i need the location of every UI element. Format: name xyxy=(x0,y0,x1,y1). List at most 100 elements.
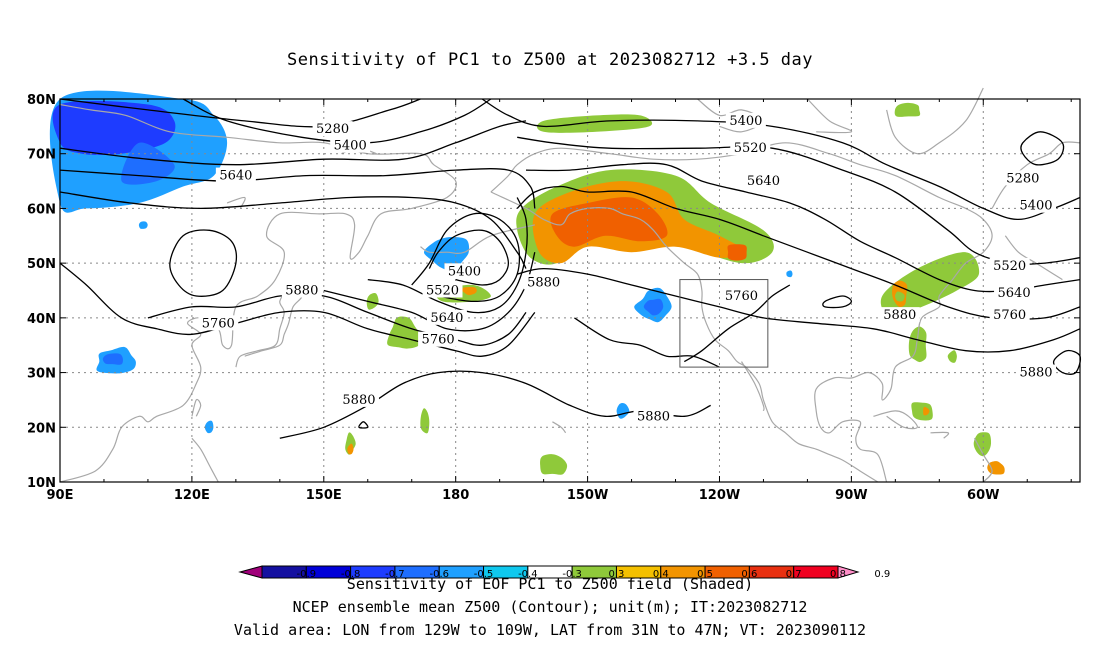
lat-label: 40N xyxy=(27,312,56,327)
contour-label-bg xyxy=(418,331,459,347)
lon-label: 120W xyxy=(699,488,740,503)
contour-label-bg xyxy=(730,140,771,156)
lon-label: 90W xyxy=(835,488,867,503)
shade-area xyxy=(911,402,933,421)
contour-label-bg xyxy=(1002,170,1043,186)
contour-label: 5640 xyxy=(219,169,252,184)
sensitivity-shading xyxy=(49,90,1005,475)
colorbar: -0.9 -0.8 -0.7 -0.6 -0.5 -0.4 -0.3 0.3 0.4 0.5 0.6… xyxy=(238,565,890,580)
contour-line xyxy=(481,98,1081,221)
coastline xyxy=(873,410,918,430)
shade-area xyxy=(121,142,175,185)
colorbar-label: 0.6 xyxy=(741,569,757,580)
coastline xyxy=(235,289,303,368)
colorbar-label: 0.7 xyxy=(786,569,802,580)
contour-label: 5280 xyxy=(316,122,349,137)
colorbar-label: 0.4 xyxy=(653,569,669,580)
shade-area xyxy=(973,432,992,457)
contour-label-bg xyxy=(994,285,1035,301)
contour-label: 5640 xyxy=(998,286,1031,301)
contour-label-bg xyxy=(426,309,467,325)
lon-labels: 90E 120E 150E 180 150W 120W 90W 60W xyxy=(47,488,1000,503)
contour-line xyxy=(59,191,527,269)
lat-label: 80N xyxy=(27,93,56,108)
contour-label-bg xyxy=(338,391,379,407)
contour-labels: 5280 5400 5640 5400 5520 5640 5280 5400 5400 5520… xyxy=(198,112,1057,424)
colorbar-label: 0.9 xyxy=(874,569,890,580)
coastline xyxy=(490,142,993,483)
contour-label-bg xyxy=(1016,197,1057,213)
colorbar-label: -0.7 xyxy=(385,569,405,580)
contour-label-bg xyxy=(312,121,353,137)
contour-label-bg xyxy=(721,287,762,303)
contour-label: 5640 xyxy=(430,311,463,326)
contour-label-bg xyxy=(281,282,322,298)
coastline xyxy=(973,437,993,483)
contour-label: 5760 xyxy=(202,316,235,331)
contour-line xyxy=(516,185,1081,320)
contour-label: 5760 xyxy=(993,308,1026,323)
map-frame xyxy=(59,98,1081,483)
contour-label: 5520 xyxy=(993,259,1026,274)
contour-label-bg xyxy=(330,137,371,153)
coastline xyxy=(806,98,853,134)
colorbar-label: -0.9 xyxy=(297,569,317,580)
contour-label: 5880 xyxy=(637,409,670,424)
contour-label-bg xyxy=(879,307,920,323)
contour-label-bg xyxy=(444,263,485,279)
caption-line-3: Valid area: LON from 129W to 109W, LAT f… xyxy=(233,621,867,639)
coastline xyxy=(420,224,535,254)
contour-line xyxy=(1052,349,1082,375)
contour-line xyxy=(428,229,510,286)
shade-area xyxy=(102,353,123,365)
lon-label: 150E xyxy=(306,488,342,503)
colorbar-right-arrow xyxy=(837,565,860,579)
contour-label-bg xyxy=(743,173,784,189)
shade-area xyxy=(895,291,905,302)
shade-area xyxy=(537,114,653,133)
contour-label: 5400 xyxy=(729,114,762,129)
axis-ticks xyxy=(59,98,1080,483)
lat-labels: 80N 70N 60N 50N 40N 30N 20N 10N xyxy=(27,93,56,491)
coastline xyxy=(930,431,950,439)
coastline xyxy=(552,421,567,434)
contour-label: 5880 xyxy=(1019,366,1052,381)
contour-line xyxy=(59,262,536,357)
coastline xyxy=(226,196,246,209)
coastline xyxy=(490,191,879,483)
contour-label: 5760 xyxy=(725,289,758,304)
contour-label-bg xyxy=(725,112,766,128)
colorbar-label: 0.3 xyxy=(609,569,625,580)
contour-label: 5400 xyxy=(1019,199,1052,214)
contour-line xyxy=(574,317,720,368)
contour-line xyxy=(411,212,521,303)
colorbar-label: -0.4 xyxy=(518,569,538,580)
contour-label: 5880 xyxy=(342,393,375,408)
lon-label: 120E xyxy=(174,488,210,503)
contour-label: 5880 xyxy=(285,284,318,299)
shade-area xyxy=(894,102,921,117)
contour-label-bg xyxy=(633,408,674,424)
caption-line-2: NCEP ensemble mean Z500 (Contour); unit(… xyxy=(292,598,808,616)
contour-label-bg xyxy=(215,167,256,183)
colorbar-label: 0.5 xyxy=(697,569,713,580)
coastline xyxy=(191,398,202,417)
contour-line xyxy=(59,98,421,128)
shade-area xyxy=(138,221,148,229)
lat-label: 70N xyxy=(27,148,56,163)
colorbar-label: -0.8 xyxy=(341,569,361,580)
shade-area xyxy=(908,326,927,363)
z500-contours xyxy=(59,98,1082,439)
coastline xyxy=(191,437,219,483)
contour-label: 5280 xyxy=(1006,171,1039,186)
contour-label: 5520 xyxy=(734,141,767,156)
shade-area xyxy=(616,402,630,419)
shade-area xyxy=(420,408,430,434)
contour-label-bg xyxy=(989,307,1030,323)
contour-label: 5640 xyxy=(747,174,780,189)
contour-label: 5880 xyxy=(527,275,560,290)
shade-area xyxy=(387,316,421,349)
caption-line-1: Sensitivity of EOF PC1 to Z500 field (Sh… xyxy=(346,575,754,593)
contour-line xyxy=(59,168,536,209)
